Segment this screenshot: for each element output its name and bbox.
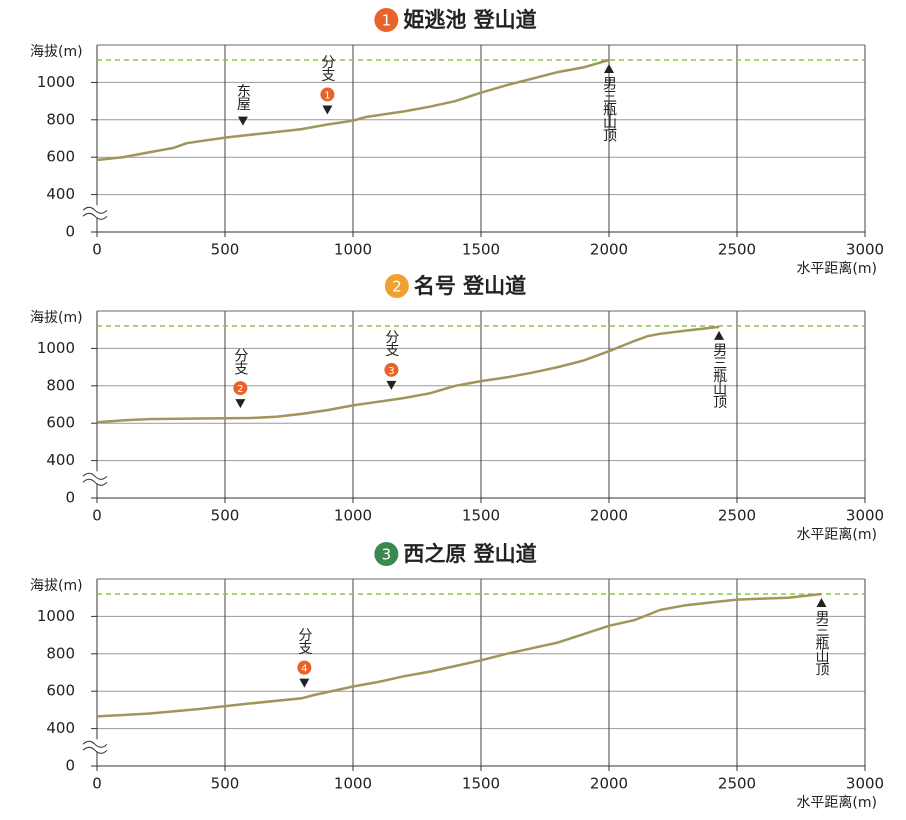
x-tick-label: 2500 bbox=[718, 507, 756, 525]
x-tick-label: 2000 bbox=[590, 507, 628, 525]
annotation-marker bbox=[322, 105, 333, 115]
chart: 0 400 600 800 1000 0 500 1000 1500 2000 2500 3000 海拔… bbox=[30, 274, 884, 543]
annotation-marker bbox=[604, 63, 614, 73]
annotation-label: 东屋 bbox=[235, 84, 251, 112]
x-tick-label: 0 bbox=[92, 241, 102, 259]
annotation-badge bbox=[297, 660, 312, 675]
title-badge-number: 2 bbox=[392, 278, 402, 296]
axis-break bbox=[82, 472, 108, 486]
x-tick-label: 1000 bbox=[334, 507, 372, 525]
y-tick-label: 0 bbox=[65, 757, 75, 775]
elevation-line bbox=[96, 592, 822, 718]
x-tick-label: 0 bbox=[92, 507, 102, 525]
annotation-label: 男三瓶山顶 bbox=[601, 76, 617, 142]
chart-title: 名号 登山道 bbox=[414, 274, 526, 298]
title-badge bbox=[374, 542, 399, 566]
annotation-label: 分支 bbox=[383, 330, 399, 357]
chart: 0 400 600 800 1000 0 500 1000 1500 2000 2500 3000 海拔… bbox=[30, 542, 884, 811]
title-badge-number: 1 bbox=[382, 12, 392, 30]
annotation-label: 分支 bbox=[232, 348, 248, 375]
annotation-badge-number: 1 bbox=[324, 90, 330, 101]
annotation-marker bbox=[235, 399, 246, 409]
elevation-line bbox=[96, 58, 610, 162]
annotation-label: 分支 bbox=[296, 628, 312, 655]
y-tick-label: 800 bbox=[46, 110, 75, 128]
x-tick-label: 500 bbox=[211, 775, 240, 793]
x-tick-label: 0 bbox=[92, 775, 102, 793]
y-axis-label: 海拔(m) bbox=[30, 578, 83, 594]
y-axis-label: 海拔(m) bbox=[30, 44, 83, 60]
annotation-label: 男三瓶山顶 bbox=[813, 610, 829, 676]
y-tick-label: 400 bbox=[46, 719, 75, 737]
y-tick-label: 600 bbox=[46, 414, 75, 432]
x-axis-label: 水平距离(m) bbox=[796, 794, 877, 811]
annotation-marker bbox=[386, 380, 397, 390]
y-tick-label: 600 bbox=[46, 148, 75, 166]
chart: 0 400 600 800 1000 0 500 1000 1500 2000 2500 3000 海拔… bbox=[30, 8, 884, 277]
x-tick-label: 1000 bbox=[334, 775, 372, 793]
axis-break bbox=[82, 206, 108, 220]
x-tick-label: 2500 bbox=[718, 775, 756, 793]
x-axis-label: 水平距离(m) bbox=[796, 526, 877, 543]
y-tick-label: 1000 bbox=[37, 607, 75, 625]
x-tick-label: 2500 bbox=[718, 241, 756, 259]
axis-break bbox=[82, 740, 108, 754]
y-tick-label: 400 bbox=[46, 451, 75, 469]
x-tick-label: 1500 bbox=[462, 775, 500, 793]
chart-title: 西之原 登山道 bbox=[403, 542, 536, 566]
title-badge-number: 3 bbox=[382, 546, 392, 564]
title-badge bbox=[384, 274, 409, 298]
y-tick-label: 1000 bbox=[37, 339, 75, 357]
annotation-badge bbox=[384, 362, 399, 377]
x-tick-label: 3000 bbox=[846, 507, 884, 525]
annotation-marker bbox=[714, 330, 725, 340]
annotation-label: 分支 bbox=[319, 54, 335, 81]
elevation-line bbox=[96, 325, 720, 424]
y-tick-label: 600 bbox=[46, 682, 75, 700]
annotation-marker bbox=[299, 678, 310, 688]
title-badge bbox=[374, 8, 399, 32]
y-tick-label: 800 bbox=[46, 644, 75, 662]
x-axis-label: 水平距离(m) bbox=[796, 260, 877, 277]
y-tick-label: 1000 bbox=[37, 73, 75, 91]
y-tick-label: 0 bbox=[65, 223, 75, 241]
annotation-marker bbox=[237, 116, 248, 126]
x-tick-label: 3000 bbox=[846, 241, 884, 259]
annotation-label: 男三瓶山顶 bbox=[711, 343, 727, 409]
x-tick-label: 500 bbox=[211, 507, 240, 525]
x-tick-label: 1500 bbox=[462, 507, 500, 525]
chart-title: 姫逃池 登山道 bbox=[403, 8, 536, 32]
y-tick-label: 400 bbox=[46, 185, 75, 203]
annotation-badge-number: 4 bbox=[301, 664, 307, 675]
x-tick-label: 2000 bbox=[590, 775, 628, 793]
x-tick-label: 3000 bbox=[846, 775, 884, 793]
annotation-badge-number: 3 bbox=[388, 366, 394, 377]
annotation-badge bbox=[233, 381, 248, 396]
x-tick-label: 500 bbox=[211, 241, 240, 259]
annotation-marker bbox=[816, 597, 827, 607]
y-tick-label: 0 bbox=[65, 489, 75, 507]
x-tick-label: 2000 bbox=[590, 241, 628, 259]
annotation-badge-number: 2 bbox=[237, 384, 243, 395]
y-axis-label: 海拔(m) bbox=[30, 310, 83, 326]
x-tick-label: 1500 bbox=[462, 241, 500, 259]
annotation-badge bbox=[320, 87, 335, 102]
y-tick-label: 800 bbox=[46, 376, 75, 394]
x-tick-label: 1000 bbox=[334, 241, 372, 259]
